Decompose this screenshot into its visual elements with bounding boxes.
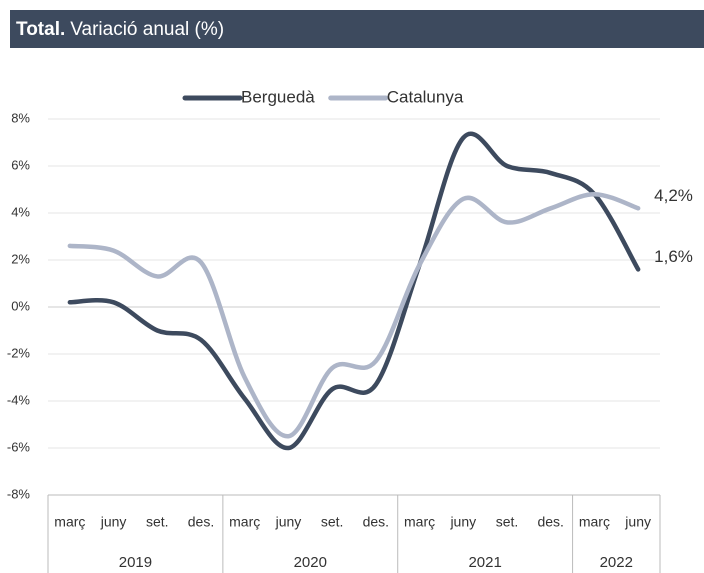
y-tick-label: 6% <box>11 157 30 172</box>
x-tick-label: des. <box>537 514 563 530</box>
series-line <box>67 131 641 451</box>
title-bold: Total. <box>16 19 65 40</box>
chart-title: Total. Variació anual (%) <box>16 19 224 40</box>
x-tick-label: març <box>229 514 260 530</box>
y-tick-label: 8% <box>11 110 30 125</box>
title-bar <box>10 10 704 48</box>
x-tick-label: març <box>404 514 435 530</box>
subtitle: Variació anual (%) <box>70 19 224 40</box>
x-tick-label: set. <box>496 514 519 530</box>
data-label: 4,2% <box>654 186 693 205</box>
x-group-label: 2021 <box>468 554 501 571</box>
series-line <box>67 191 641 439</box>
y-tick-label: -4% <box>7 392 31 407</box>
x-tick-label: des. <box>363 514 389 530</box>
x-tick-label: març <box>579 514 610 530</box>
x-group-label: 2019 <box>119 554 152 571</box>
x-tick-label: juny <box>100 514 127 530</box>
y-tick-label: -8% <box>7 486 31 501</box>
x-tick-label: juny <box>624 514 651 530</box>
y-tick-label: 0% <box>11 298 30 313</box>
x-tick-label: juny <box>275 514 302 530</box>
legend-label: Catalunya <box>387 87 464 106</box>
x-tick-label: març <box>54 514 85 530</box>
y-tick-label: -6% <box>7 439 31 454</box>
x-tick-label: set. <box>146 514 169 530</box>
y-tick-label: 4% <box>11 204 30 219</box>
y-tick-label: 2% <box>11 251 30 266</box>
y-tick-label: -2% <box>7 345 31 360</box>
x-tick-label: set. <box>321 514 344 530</box>
x-tick-label: des. <box>188 514 214 530</box>
data-label: 1,6% <box>654 247 693 266</box>
x-group-label: 2020 <box>294 554 327 571</box>
legend-label: Berguedà <box>241 87 315 106</box>
x-tick-label: juny <box>449 514 476 530</box>
x-group-label: 2022 <box>600 554 633 571</box>
